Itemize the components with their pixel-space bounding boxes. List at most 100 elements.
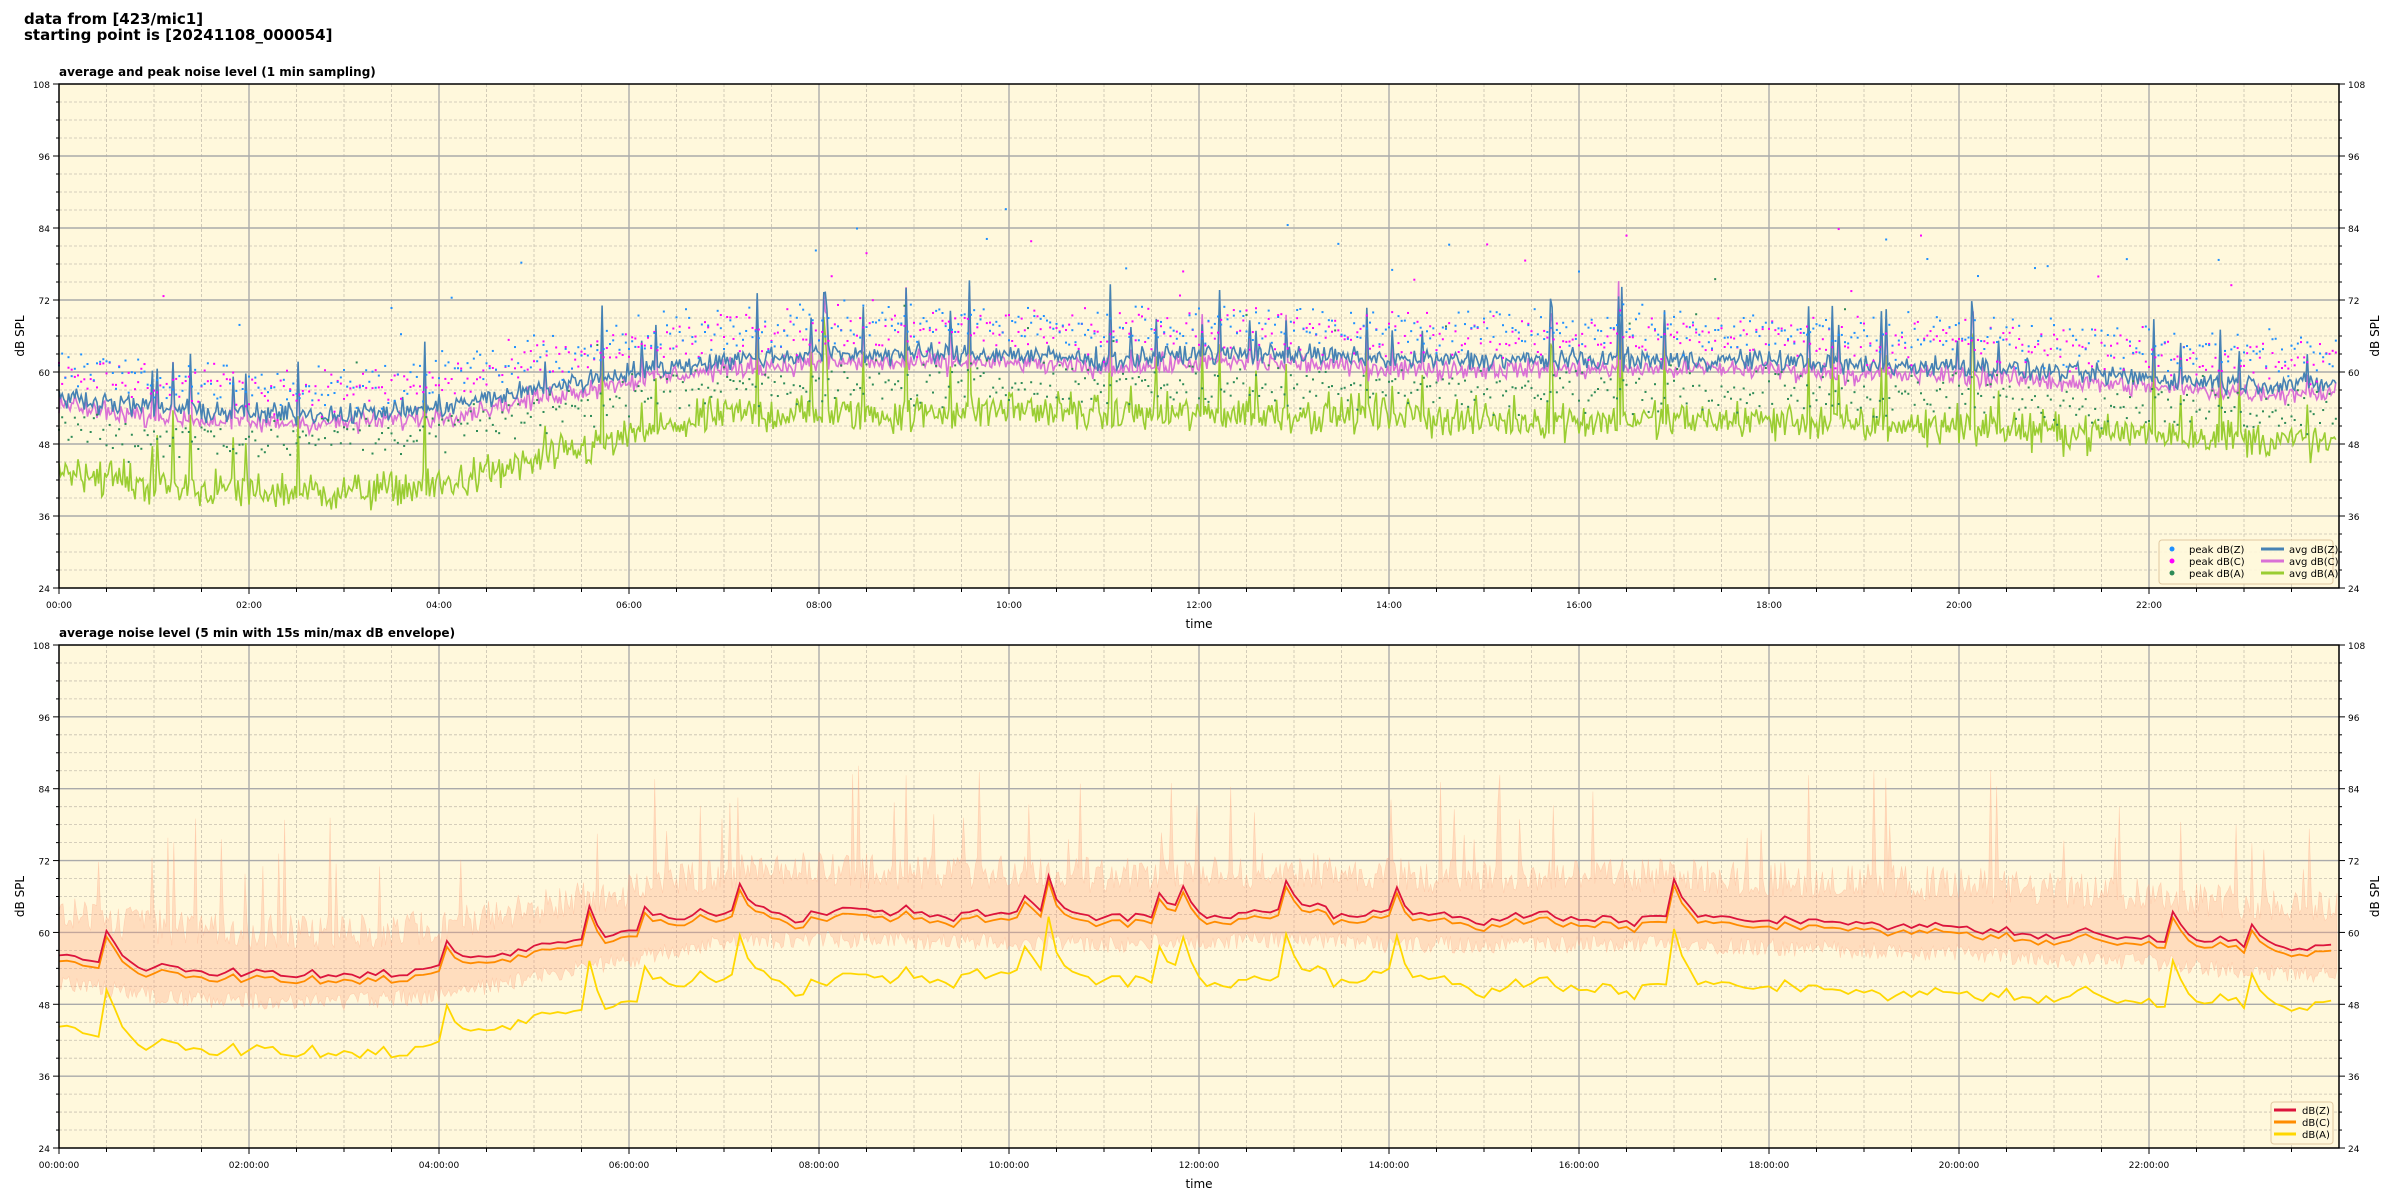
peak-point bbox=[1489, 310, 1492, 313]
peak-point bbox=[1267, 309, 1270, 312]
peak-point bbox=[1479, 342, 1482, 345]
peak-point bbox=[1248, 336, 1251, 339]
peak-point bbox=[1166, 317, 1169, 320]
peak-point bbox=[225, 364, 228, 367]
peak-point bbox=[1147, 307, 1150, 310]
peak-point bbox=[2173, 358, 2176, 361]
peak-point bbox=[814, 329, 817, 332]
peak-point bbox=[1470, 327, 1473, 330]
peak-point bbox=[1882, 333, 1884, 336]
peak-point bbox=[406, 392, 409, 395]
peak-point bbox=[729, 316, 732, 319]
peak-point bbox=[2129, 340, 2131, 343]
peak-point bbox=[1698, 333, 1701, 336]
peak-point bbox=[789, 320, 792, 323]
peak-point bbox=[1638, 377, 1641, 380]
peak-point bbox=[634, 345, 637, 348]
peak-point bbox=[387, 398, 390, 401]
peak-point bbox=[852, 342, 855, 345]
peak-point bbox=[773, 380, 776, 383]
peak-point bbox=[2034, 395, 2036, 398]
peak-point bbox=[444, 377, 447, 380]
peak-point bbox=[1175, 330, 1178, 333]
peak-point bbox=[450, 414, 453, 417]
peak-point bbox=[783, 382, 786, 385]
peak-point bbox=[2189, 420, 2192, 423]
peak-point bbox=[1967, 387, 1970, 390]
peak-point bbox=[1004, 394, 1007, 397]
peak-point bbox=[393, 374, 396, 377]
peak-point bbox=[637, 345, 640, 348]
peak-point bbox=[1961, 337, 1964, 340]
peak-point bbox=[1381, 343, 1384, 346]
peak-point bbox=[270, 428, 273, 431]
peak-point bbox=[1438, 344, 1441, 347]
peak-point bbox=[346, 428, 349, 431]
peak-point bbox=[1929, 330, 1932, 333]
peak-point bbox=[1274, 348, 1276, 351]
peak-point bbox=[105, 444, 108, 447]
peak-point bbox=[1983, 411, 1986, 414]
peak-point bbox=[1258, 343, 1261, 346]
peak-point bbox=[324, 437, 326, 440]
peak-point bbox=[1473, 325, 1476, 328]
peak-point bbox=[1356, 336, 1359, 339]
peak-point bbox=[1251, 390, 1254, 393]
peak-point bbox=[2151, 348, 2154, 351]
peak-point bbox=[1492, 315, 1495, 318]
plot-frame bbox=[58, 83, 2340, 589]
peak-point bbox=[64, 421, 67, 424]
peak-point bbox=[1970, 336, 1973, 339]
peak-point bbox=[757, 405, 760, 408]
peak-point bbox=[2230, 409, 2233, 412]
peak-point bbox=[308, 442, 311, 445]
peak-point bbox=[1362, 324, 1365, 327]
peak-point bbox=[1023, 335, 1026, 338]
peak-point bbox=[1517, 337, 1520, 340]
legend-label: peak dB(C) bbox=[2189, 557, 2245, 568]
peak-point bbox=[1815, 323, 1818, 326]
peak-point bbox=[637, 314, 640, 317]
peak-point bbox=[2008, 343, 2011, 346]
peak-point bbox=[989, 395, 991, 398]
peak-point bbox=[2015, 417, 2017, 420]
peak-point bbox=[1663, 312, 1666, 315]
peak-point bbox=[567, 370, 570, 373]
peak-point bbox=[1774, 342, 1777, 345]
peak-point bbox=[2198, 344, 2201, 347]
peak-point bbox=[824, 342, 827, 345]
peak-point bbox=[1394, 325, 1397, 328]
peak-point bbox=[488, 417, 491, 420]
peak-point bbox=[1289, 320, 1292, 323]
peak-point bbox=[1847, 346, 1850, 349]
peak-point bbox=[73, 416, 76, 419]
peak-point bbox=[99, 360, 102, 363]
peak-point bbox=[2034, 345, 2036, 348]
peak-point bbox=[1191, 328, 1194, 331]
peak-point bbox=[1619, 309, 1622, 312]
y-tick-label: 24 bbox=[39, 1145, 51, 1155]
peak-point bbox=[1410, 391, 1413, 394]
peak-point bbox=[1869, 344, 1872, 347]
peak-point bbox=[365, 386, 368, 389]
peak-point bbox=[2122, 405, 2125, 408]
peak-point bbox=[2306, 361, 2309, 364]
peak-point bbox=[1923, 339, 1926, 342]
peak-point bbox=[1315, 333, 1318, 336]
peak-point bbox=[1866, 396, 1869, 399]
peak-point bbox=[1232, 314, 1235, 317]
peak-point bbox=[751, 336, 754, 339]
peak-point bbox=[2097, 360, 2100, 363]
peak-point bbox=[719, 327, 722, 330]
peak-point bbox=[2030, 398, 2033, 401]
peak-point bbox=[1688, 339, 1691, 342]
peak-point bbox=[301, 430, 304, 433]
peak-point bbox=[1764, 367, 1767, 370]
peak-point bbox=[1508, 344, 1511, 347]
peak-point bbox=[1809, 342, 1812, 345]
peak-point bbox=[1844, 341, 1846, 344]
peak-point bbox=[1631, 334, 1634, 337]
peak-point bbox=[881, 397, 884, 400]
peak-point bbox=[1217, 374, 1219, 377]
